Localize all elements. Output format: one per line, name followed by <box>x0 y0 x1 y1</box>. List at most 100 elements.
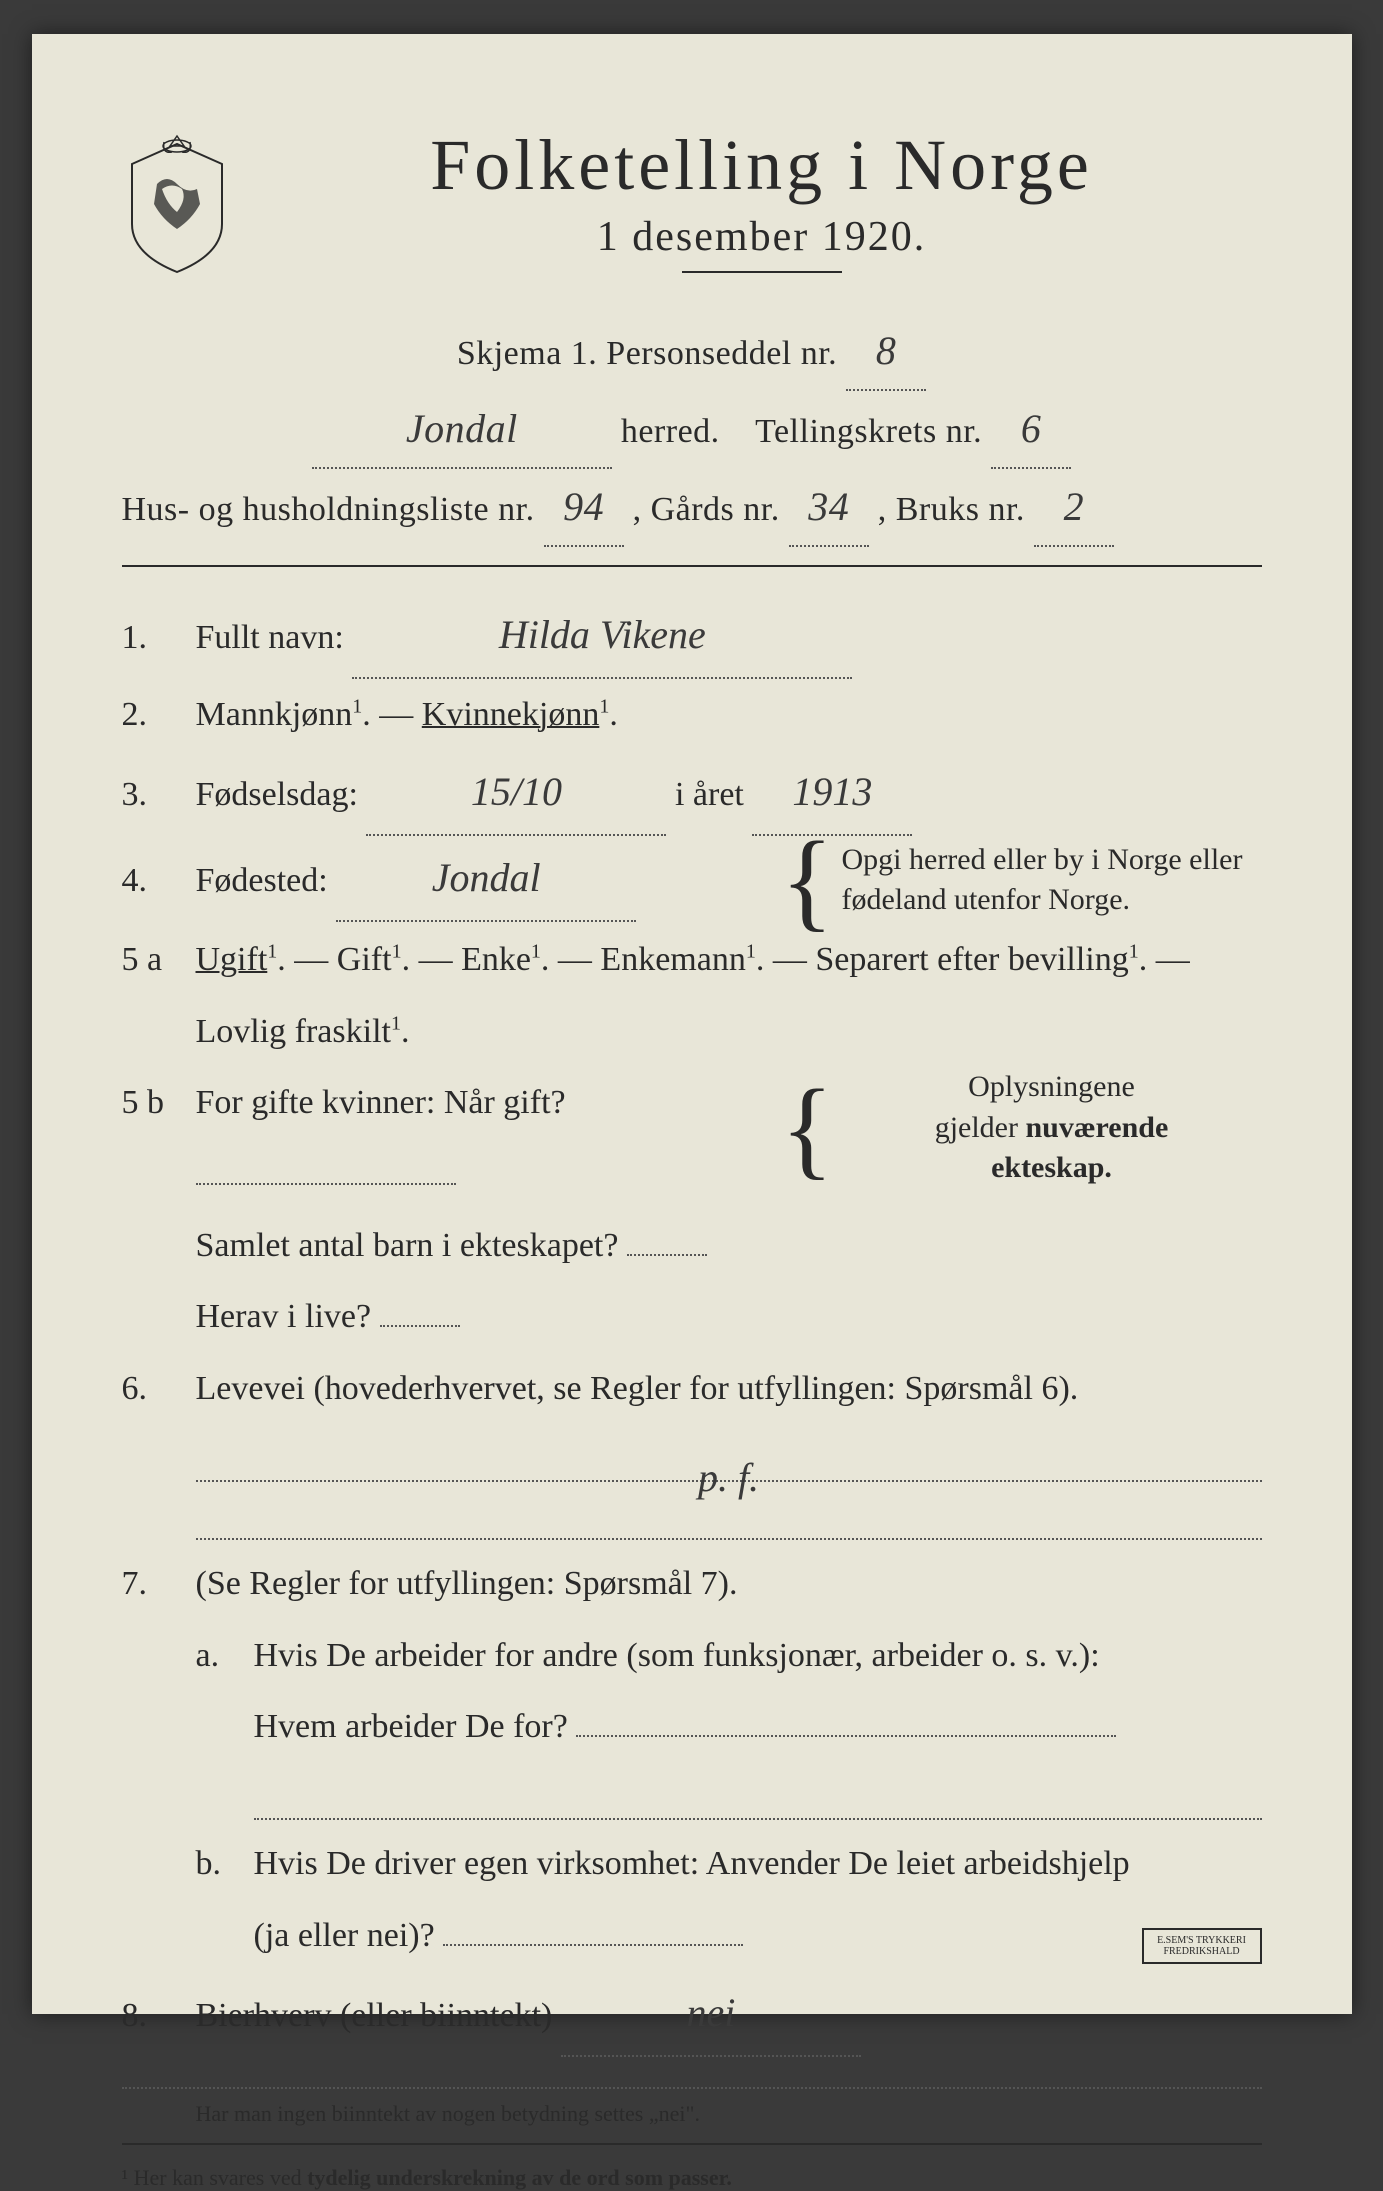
q5a-option: Lovlig fraskilt <box>196 1013 391 1050</box>
herred-line: Jondal herred. Tellingskrets nr. 6 <box>122 391 1262 469</box>
main-divider <box>122 565 1262 567</box>
tellingskrets-nr: 6 <box>991 391 1071 469</box>
footnote-mark-icon: 1 <box>746 941 756 963</box>
gards-label: , Gårds nr. <box>633 491 780 528</box>
q3-day: 15/10 <box>366 750 666 836</box>
q5a-option: Gift <box>337 941 392 978</box>
question-3: 3. Fødselsdag: 15/10 i året 1913 <box>122 750 1262 836</box>
footnote-mark-icon: 1 <box>267 941 277 963</box>
footer-divider <box>122 2087 1262 2089</box>
header: Folketelling i Norge 1 desember 1920. <box>122 124 1262 303</box>
q7a-blank-line <box>254 1770 1262 1820</box>
question-5b: 5 b For gifte kvinner: Når gift? Samlet … <box>122 1067 1262 1353</box>
q2-option-m: Mannkjønn <box>196 696 353 733</box>
brace-icon: { <box>781 836 834 924</box>
question-5a: 5 a Ugift1. — Gift1. — Enke1. — Enkemann… <box>122 924 1262 1067</box>
q3-label-a: Fødselsdag: <box>196 776 358 813</box>
q5a-option: Separert efter bevilling <box>815 941 1128 978</box>
separator: — <box>549 941 600 978</box>
q2-option-k: Kvinnekjønn <box>422 696 600 733</box>
herred-label: herred. <box>621 413 720 450</box>
footnote-mark-icon: 1 <box>599 696 609 718</box>
q5b-sidenote-c: ekteskap. <box>991 1151 1112 1184</box>
schema-line: Skjema 1. Personseddel nr. 8 <box>122 313 1262 391</box>
separator: — <box>764 941 815 978</box>
q6-value: p. f. <box>196 1432 1262 1482</box>
q5b-label-c: Herav i live? <box>196 1298 372 1335</box>
q8-label: Bierhverv (eller biinntekt) <box>196 1997 553 2034</box>
q1-num: 1. <box>122 602 178 673</box>
herred-value: Jondal <box>312 391 612 469</box>
footnote-2: ¹ Her kan svares ved tydelig underskrekn… <box>122 2165 1262 2191</box>
question-1: 1. Fullt navn: Hilda Vikene <box>122 593 1262 679</box>
coat-of-arms-icon <box>122 134 232 274</box>
gards-nr: 34 <box>789 469 869 547</box>
question-8: 8. Bierhverv (eller biinntekt) nei <box>122 1971 1262 2057</box>
footnote-mark-icon: 1 <box>391 1012 401 1034</box>
husliste-line: Hus- og husholdningsliste nr. 94 , Gårds… <box>122 469 1262 547</box>
footnote-mark-icon: 1 <box>531 941 541 963</box>
brace-icon: { <box>781 1084 834 1172</box>
separator: — <box>410 941 461 978</box>
separator: — <box>286 941 337 978</box>
q7a-value <box>576 1735 1116 1737</box>
q7-num: 7. <box>122 1548 178 1619</box>
main-title: Folketelling i Norge <box>262 124 1262 207</box>
question-6: 6. Levevei (hovederhvervet, se Regler fo… <box>122 1353 1262 1548</box>
q2-dash: — <box>379 696 422 733</box>
q5b-value-a <box>196 1183 456 1185</box>
bottom-rule <box>122 2143 1262 2145</box>
q4-label: Fødested: <box>196 862 328 899</box>
question-4: 4. Fødested: Jondal { Opgi herred eller … <box>122 836 1262 924</box>
q7b-text2: (ja eller nei)? <box>254 1917 435 1954</box>
footnote-2-prefix: ¹ Her kan svares ved <box>122 2165 308 2190</box>
footnote-mark-icon: 1 <box>1129 941 1139 963</box>
q5a-num: 5 a <box>122 924 178 995</box>
q3-label-b: i året <box>675 776 744 813</box>
q7b-num: b. <box>196 1828 236 1899</box>
q4-num: 4. <box>122 845 178 916</box>
q5b-label-a: For gifte kvinner: Når gift? <box>196 1084 566 1121</box>
husliste-nr: 94 <box>544 469 624 547</box>
q4-value: Jondal <box>336 836 636 922</box>
personseddel-nr: 8 <box>846 313 926 391</box>
footnote-mark-icon: 1 <box>392 941 402 963</box>
q6-label: Levevei (hovederhvervet, se Regler for u… <box>196 1370 1079 1407</box>
q8-value: nei <box>561 1971 861 2057</box>
bruks-nr: 2 <box>1034 469 1114 547</box>
q7a-num: a. <box>196 1620 236 1691</box>
bruks-label: , Bruks nr. <box>878 491 1025 528</box>
footnote-1: Har man ingen biinntekt av nogen betydni… <box>196 2101 1262 2127</box>
schema-label: Skjema 1. Personseddel nr. <box>457 335 837 372</box>
q5b-label-b: Samlet antal barn i ekteskapet? <box>196 1227 619 1264</box>
q5a-options: Ugift1. — Gift1. — Enke1. — Enkemann1. —… <box>196 924 1262 1067</box>
q1-value: Hilda Vikene <box>352 593 852 679</box>
printer-mark: E.SEM'S TRYKKERI FREDRIKSHALD <box>1142 1928 1262 1964</box>
q7-label: (Se Regler for utfyllingen: Spørsmål 7). <box>196 1548 1262 1619</box>
separator: — <box>1147 941 1190 978</box>
q5b-num: 5 b <box>122 1067 178 1138</box>
title-divider <box>682 271 842 273</box>
q3-num: 3. <box>122 759 178 830</box>
q5b-sidenote-a: Oplysningene <box>842 1067 1262 1108</box>
census-form-page: Folketelling i Norge 1 desember 1920. Sk… <box>32 34 1352 2014</box>
question-2: 2. Mannkjønn1. — Kvinnekjønn1. <box>122 679 1262 750</box>
q5b-sidenote-b-pre: gjelder <box>935 1111 1026 1144</box>
q7b-text1: Hvis De driver egen virksomhet: Anvender… <box>254 1828 1262 1899</box>
q5a-option: Enke <box>461 941 531 978</box>
subtitle-date: 1 desember 1920. <box>262 213 1262 261</box>
q7b-value <box>443 1944 743 1946</box>
q4-sidenote: Opgi herred eller by i Norge eller fødel… <box>842 840 1262 921</box>
q5a-option: Ugift <box>196 941 268 978</box>
question-7: 7. (Se Regler for utfyllingen: Spørsmål … <box>122 1548 1262 1971</box>
q7a-text2: Hvem arbeider De for? <box>254 1708 568 1745</box>
q5b-sidenote-b: nuværende <box>1025 1111 1168 1144</box>
q6-num: 6. <box>122 1353 178 1424</box>
footnote-2-bold: tydelig underskrekning av de ord som pas… <box>307 2165 732 2190</box>
q8-num: 8. <box>122 1980 178 2051</box>
husliste-label: Hus- og husholdningsliste nr. <box>122 491 535 528</box>
q1-label: Fullt navn: <box>196 619 344 656</box>
footnote-mark-icon: 1 <box>352 696 362 718</box>
tellingskrets-label: Tellingskrets nr. <box>755 413 982 450</box>
q5b-value-c <box>380 1325 460 1327</box>
